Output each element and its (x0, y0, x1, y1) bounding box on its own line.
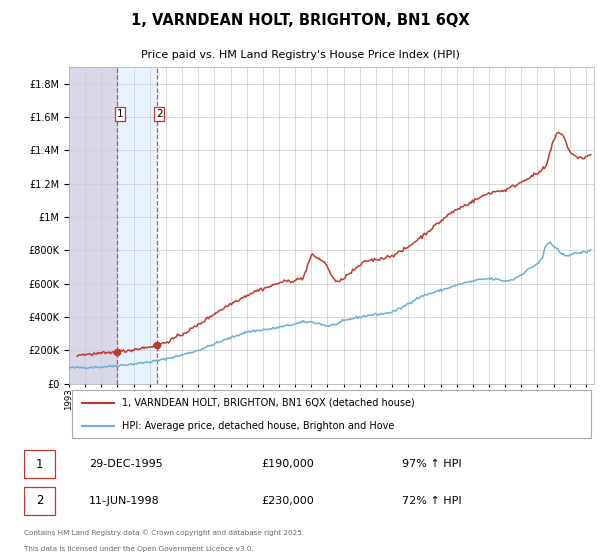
Text: HPI: Average price, detached house, Brighton and Hove: HPI: Average price, detached house, Brig… (121, 421, 394, 431)
Text: 11-JUN-1998: 11-JUN-1998 (89, 496, 160, 506)
Text: 97% ↑ HPI: 97% ↑ HPI (402, 459, 461, 469)
Text: 1, VARNDEAN HOLT, BRIGHTON, BN1 6QX: 1, VARNDEAN HOLT, BRIGHTON, BN1 6QX (131, 13, 469, 29)
Bar (69, 67, 117, 384)
Text: £190,000: £190,000 (261, 459, 314, 469)
FancyBboxPatch shape (24, 450, 55, 478)
Text: Contains HM Land Registry data © Crown copyright and database right 2025.: Contains HM Land Registry data © Crown c… (24, 529, 304, 536)
Text: 1: 1 (116, 109, 123, 119)
FancyBboxPatch shape (71, 390, 592, 437)
Text: 1: 1 (36, 458, 43, 470)
Text: Price paid vs. HM Land Registry's House Price Index (HPI): Price paid vs. HM Land Registry's House … (140, 50, 460, 60)
Text: 2: 2 (36, 494, 43, 507)
FancyBboxPatch shape (24, 487, 55, 515)
Text: This data is licensed under the Open Government Licence v3.0.: This data is licensed under the Open Gov… (24, 546, 254, 552)
Text: £230,000: £230,000 (261, 496, 314, 506)
Text: 1, VARNDEAN HOLT, BRIGHTON, BN1 6QX (detached house): 1, VARNDEAN HOLT, BRIGHTON, BN1 6QX (det… (121, 398, 414, 408)
Text: 72% ↑ HPI: 72% ↑ HPI (402, 496, 461, 506)
Text: 29-DEC-1995: 29-DEC-1995 (89, 459, 163, 469)
Bar (117, 67, 157, 384)
Text: 2: 2 (156, 109, 163, 119)
